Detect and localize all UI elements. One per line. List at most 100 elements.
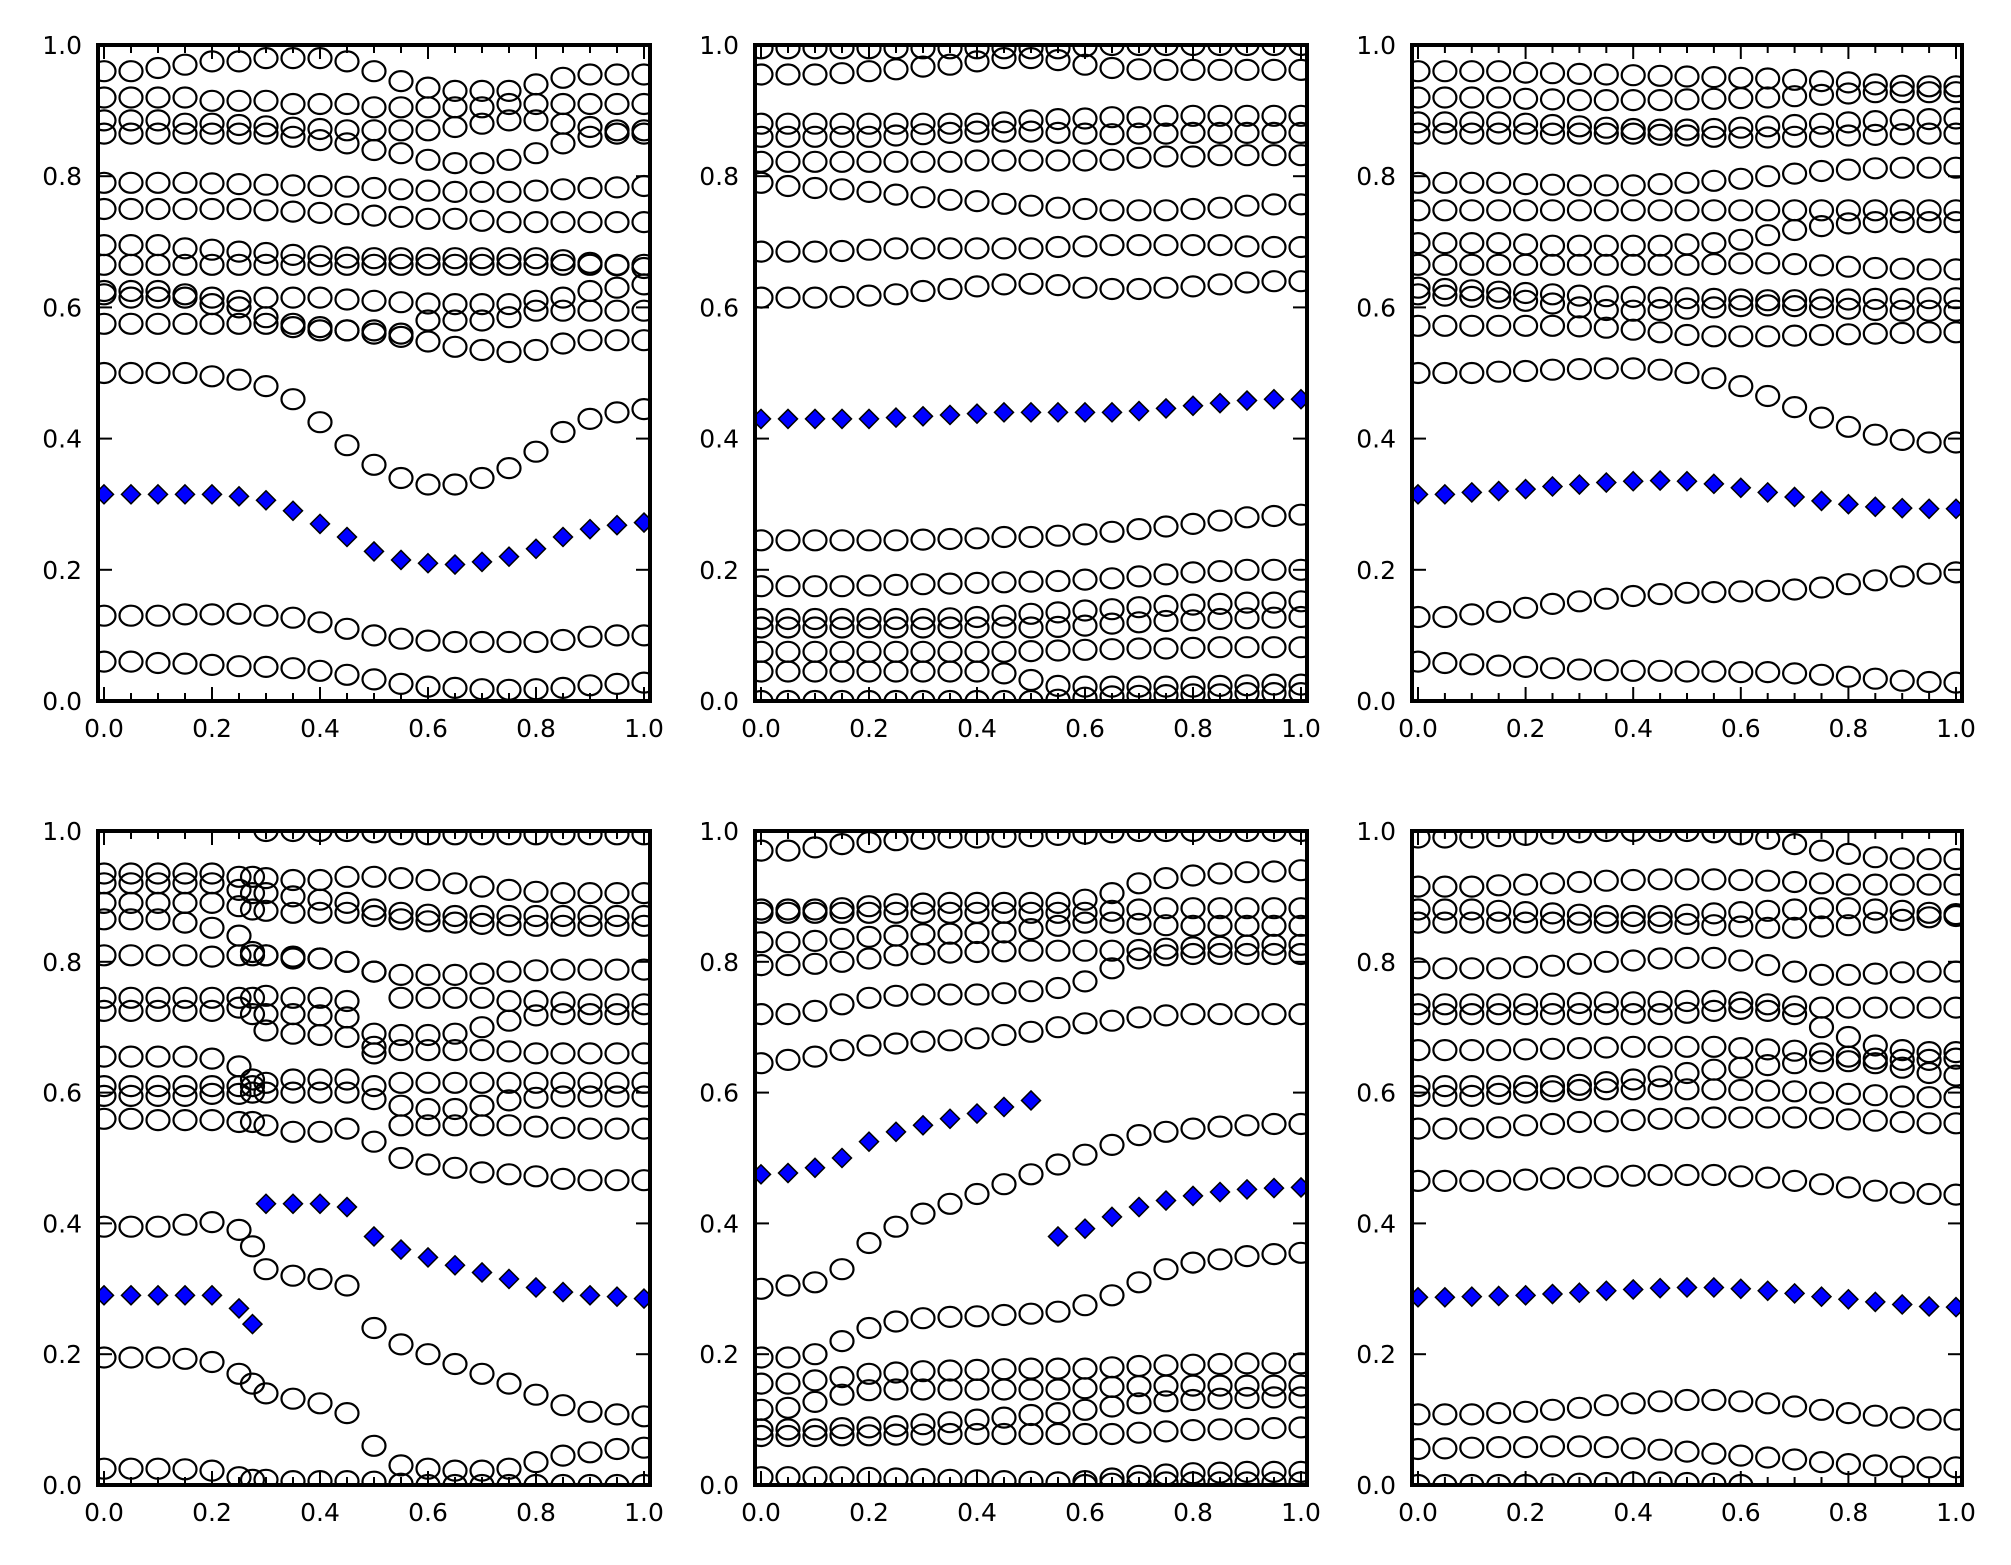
y-tick-label: 0.4 <box>1356 425 1396 454</box>
circle-point <box>937 607 963 630</box>
circle-point <box>1126 1375 1152 1398</box>
circle-point <box>604 1071 630 1094</box>
circle-point <box>1701 125 1727 148</box>
circle-point <box>1755 1079 1781 1102</box>
circle-point <box>910 237 936 260</box>
circle-point <box>1566 62 1593 86</box>
circle-point <box>910 55 936 78</box>
circle-point <box>1072 614 1098 637</box>
circle-point <box>1045 601 1071 624</box>
circle-point <box>1728 116 1754 139</box>
circle-point <box>1593 1070 1619 1094</box>
circle-point <box>1647 286 1673 309</box>
circle-point <box>388 1333 414 1356</box>
circle-point <box>1728 868 1754 892</box>
circle-point <box>1755 899 1781 922</box>
circle-point <box>1045 939 1071 962</box>
circle-point <box>1288 682 1307 701</box>
diamond-point <box>309 1193 331 1215</box>
circle-point <box>239 1081 266 1104</box>
circle-point <box>1288 859 1307 882</box>
circle-point <box>199 1210 225 1234</box>
circle-point <box>1288 144 1307 167</box>
circle-point <box>937 1359 963 1382</box>
circle-point <box>199 1082 225 1106</box>
circle-point <box>775 1466 801 1485</box>
circle-point <box>1288 235 1307 259</box>
circle-point <box>1261 1374 1287 1397</box>
diamond-point <box>633 1288 650 1310</box>
circle-point <box>883 150 909 173</box>
circle-point <box>1620 1068 1646 1091</box>
circle-point <box>307 129 333 152</box>
circle-point <box>1412 86 1431 109</box>
circle-point <box>1412 957 1431 980</box>
circle-point <box>118 86 144 109</box>
circle-point <box>199 1108 225 1132</box>
circle-point <box>496 92 522 116</box>
circle-point <box>577 1002 603 1026</box>
circle-point <box>1486 232 1512 255</box>
circle-point <box>755 1052 774 1075</box>
circle-point <box>1835 665 1862 688</box>
circle-point <box>523 959 549 982</box>
circle-point <box>307 1023 333 1047</box>
circle-point <box>1781 898 1808 921</box>
circle-point <box>1916 873 1942 896</box>
circle-point <box>1234 831 1260 843</box>
circle-point <box>523 914 549 937</box>
diamond-point <box>241 1313 264 1335</box>
circle-point <box>1018 1163 1044 1186</box>
circle-point <box>280 243 306 266</box>
circle-point <box>1261 1386 1287 1409</box>
circle-point <box>1566 315 1593 338</box>
circle-point <box>991 1422 1017 1446</box>
circle-point <box>577 407 603 430</box>
circle-point <box>199 312 225 335</box>
circle-point <box>1674 1035 1700 1058</box>
circle-point <box>118 279 144 303</box>
circle-point <box>98 1084 117 1107</box>
circle-point <box>1647 582 1673 606</box>
circle-point <box>1072 276 1098 299</box>
circle-point <box>1072 911 1098 934</box>
circle-point <box>883 831 909 852</box>
circle-point <box>1261 235 1287 259</box>
circle-point <box>98 60 117 83</box>
diamond-point <box>228 1297 250 1319</box>
circle-point <box>145 171 171 194</box>
circle-point <box>469 986 495 1009</box>
circle-point <box>1072 1377 1098 1400</box>
circle-point <box>829 1365 855 1389</box>
circle-point <box>415 910 441 933</box>
circle-point <box>1261 933 1287 956</box>
circle-point <box>118 944 144 967</box>
circle-point <box>1153 1471 1179 1485</box>
circle-point <box>280 901 306 924</box>
circle-point <box>1889 1048 1915 1072</box>
circle-point <box>1045 1357 1071 1380</box>
circle-point <box>1486 1401 1512 1425</box>
circle-point <box>1432 1473 1458 1485</box>
circle-point <box>802 836 828 859</box>
circle-point <box>1728 1036 1754 1060</box>
diamond-point <box>363 540 385 562</box>
circle-point <box>802 240 828 263</box>
diamond-point <box>1101 401 1123 423</box>
circle-point <box>388 963 414 987</box>
circle-point <box>1045 235 1071 259</box>
circle-point <box>199 286 225 309</box>
circle-point <box>1126 565 1152 588</box>
circle-point <box>1072 1143 1098 1166</box>
circle-point <box>604 122 630 145</box>
circle-point <box>1539 1002 1566 1026</box>
circle-point <box>1674 361 1700 385</box>
circle-point <box>991 571 1017 594</box>
circle-point <box>604 211 630 234</box>
circle-point <box>334 319 360 342</box>
circle-point <box>226 197 252 221</box>
circle-point <box>361 898 387 921</box>
circle-point <box>1647 358 1673 381</box>
circle-point <box>1486 993 1512 1016</box>
y-tick-label: 0.6 <box>42 1079 82 1108</box>
